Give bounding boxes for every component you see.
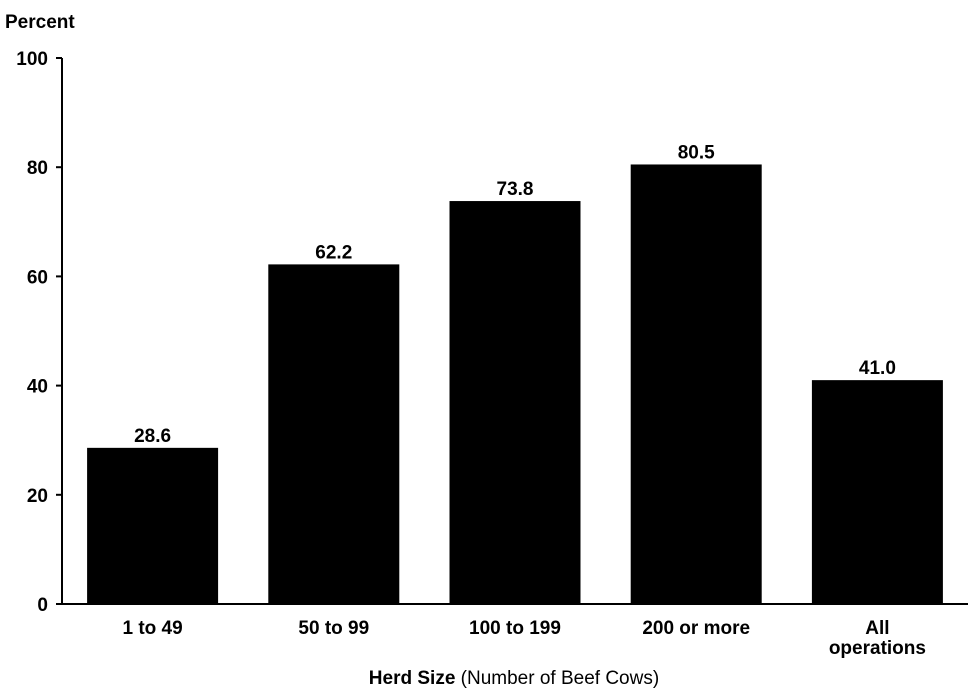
x-axis-title: Herd Size (Number of Beef Cows) bbox=[369, 668, 659, 688]
category-labels: 1 to 49 50 to 99 100 to 199 200 or more All o… bbox=[122, 618, 925, 659]
category-label: 1 to 49 bbox=[122, 618, 182, 639]
y-tick-label: 80 bbox=[27, 158, 48, 179]
category-label-line: operations bbox=[829, 638, 926, 659]
bar-value-label: 80.5 bbox=[678, 142, 715, 163]
x-axis-title-rest: (Number of Beef Cows) bbox=[455, 668, 659, 688]
bar-value-label: 73.8 bbox=[497, 179, 534, 200]
y-axis-title: Percent bbox=[5, 12, 75, 33]
category-label: 200 or more bbox=[642, 618, 750, 639]
bar bbox=[449, 201, 581, 604]
bar-value-label: 28.6 bbox=[134, 426, 171, 447]
bar bbox=[630, 164, 762, 604]
bar bbox=[87, 447, 219, 604]
category-label-line: 100 to 199 bbox=[469, 618, 561, 639]
y-tick-label: 100 bbox=[16, 49, 48, 70]
x-axis-title-bold: Herd Size bbox=[369, 668, 456, 688]
y-tick-label: 20 bbox=[27, 486, 48, 507]
bar bbox=[811, 380, 943, 604]
bars bbox=[87, 164, 943, 604]
value-labels: 28.6 62.2 73.8 80.5 41.0 bbox=[134, 142, 896, 446]
y-axis-ticks: 0 20 40 60 80 100 bbox=[16, 49, 62, 616]
bar-value-label: 41.0 bbox=[859, 358, 896, 379]
category-label-line: 200 or more bbox=[642, 618, 750, 639]
category-label: All operations bbox=[829, 618, 926, 659]
category-label: 50 to 99 bbox=[298, 618, 369, 639]
category-label-line: 1 to 49 bbox=[122, 618, 182, 639]
y-tick-label: 60 bbox=[27, 267, 48, 288]
category-label-line: 50 to 99 bbox=[298, 618, 369, 639]
bar bbox=[268, 264, 400, 604]
y-tick-label: 0 bbox=[37, 595, 48, 616]
category-label-line: All bbox=[865, 618, 889, 639]
bar-value-label: 62.2 bbox=[315, 242, 352, 263]
category-label: 100 to 199 bbox=[469, 618, 561, 639]
y-tick-label: 40 bbox=[27, 377, 48, 398]
